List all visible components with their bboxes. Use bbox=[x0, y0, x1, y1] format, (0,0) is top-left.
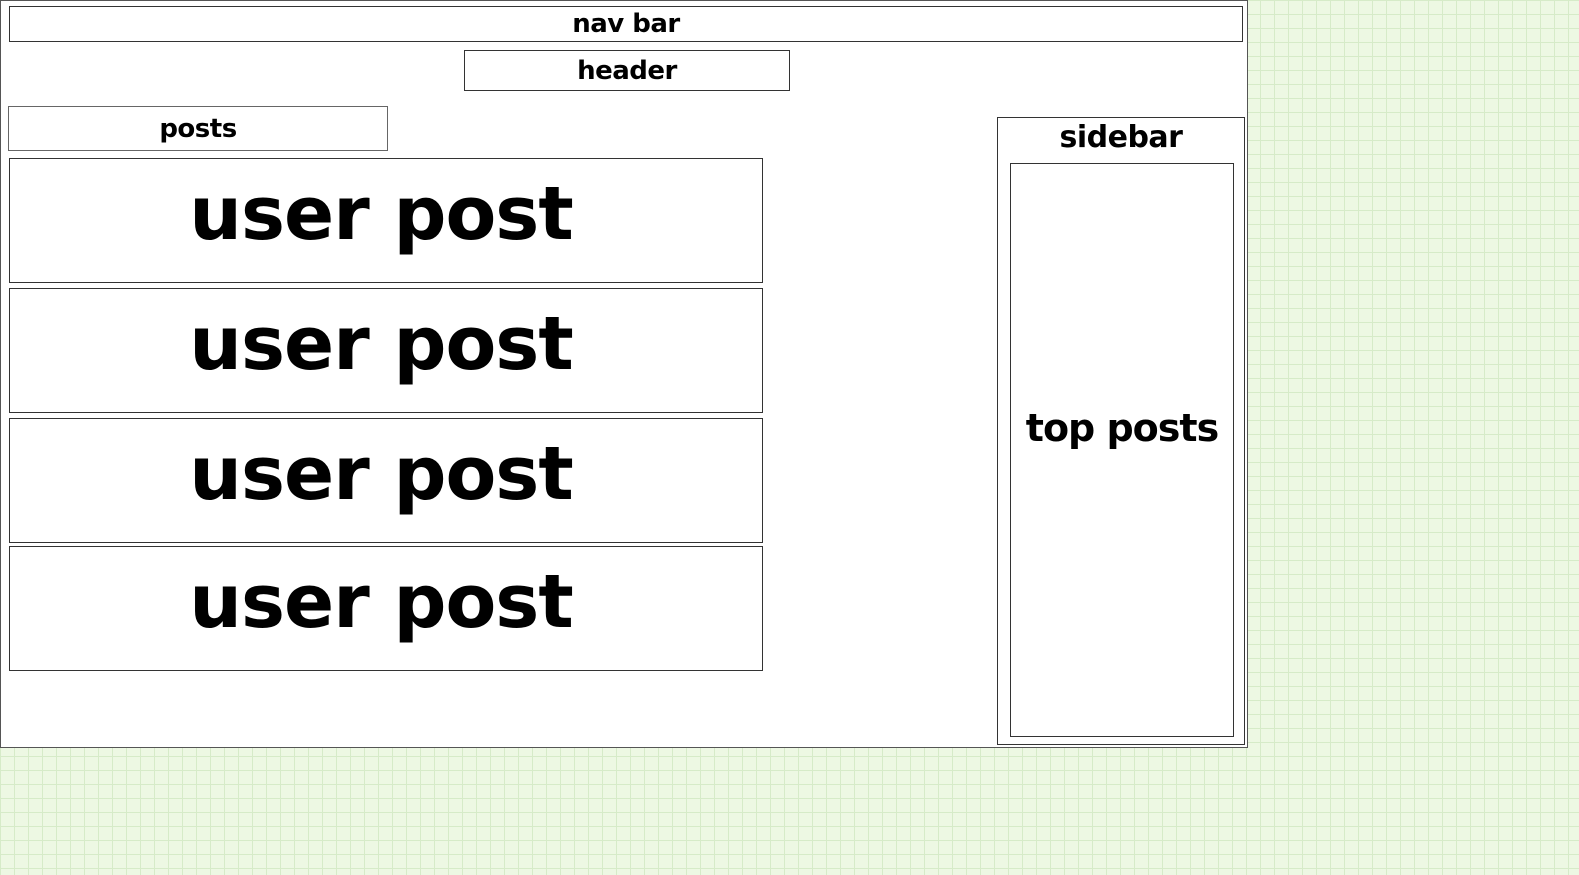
sidebar-label: sidebar bbox=[1059, 120, 1183, 155]
user-post-label: user post bbox=[189, 431, 573, 517]
nav-bar[interactable]: nav bar bbox=[9, 6, 1243, 42]
user-post[interactable]: user post bbox=[9, 418, 763, 543]
top-posts-panel[interactable]: top posts bbox=[1010, 163, 1234, 737]
header: header bbox=[464, 50, 790, 91]
wireframe-canvas: nav bar header posts user post user post… bbox=[0, 0, 1248, 748]
top-posts-label: top posts bbox=[1025, 406, 1219, 450]
user-post[interactable]: user post bbox=[9, 288, 763, 413]
nav-bar-label: nav bar bbox=[572, 9, 680, 39]
posts-section-title: posts bbox=[8, 106, 388, 151]
header-label: header bbox=[577, 55, 677, 86]
user-post-label: user post bbox=[189, 171, 573, 257]
user-post-label: user post bbox=[189, 301, 573, 387]
user-post[interactable]: user post bbox=[9, 158, 763, 283]
user-post-label: user post bbox=[189, 559, 573, 645]
posts-label: posts bbox=[159, 113, 237, 144]
user-post[interactable]: user post bbox=[9, 546, 763, 671]
